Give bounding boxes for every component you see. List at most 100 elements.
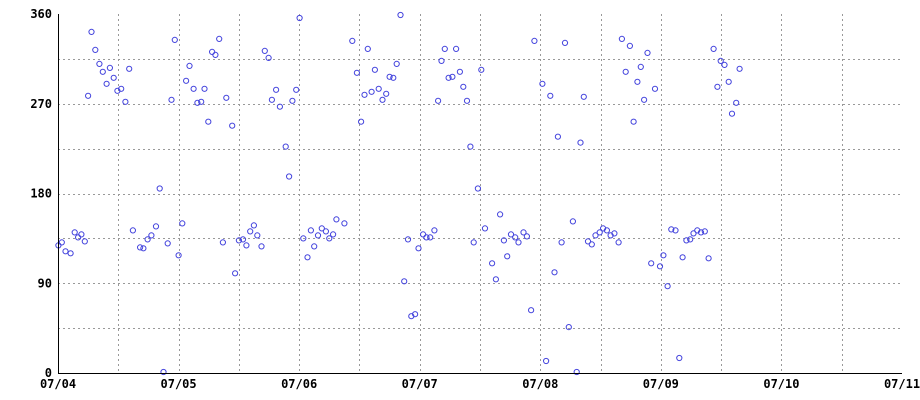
data-point: [333, 216, 340, 223]
data-point: [296, 14, 303, 22]
data-point: [497, 211, 504, 218]
x-tick-label: 07/09: [643, 377, 679, 391]
data-point: [588, 241, 595, 248]
data-point: [67, 250, 74, 257]
data-point: [492, 276, 499, 283]
data-point: [273, 86, 280, 93]
data-point: [212, 51, 219, 59]
data-point: [307, 227, 314, 234]
x-tick-label: 07/04: [40, 377, 76, 391]
data-point: [326, 235, 333, 242]
data-point: [415, 245, 422, 252]
data-point: [276, 103, 283, 110]
data-point: [232, 270, 239, 277]
data-point: [467, 143, 474, 150]
data-point: [322, 228, 329, 235]
x-tick-label: 07/11: [884, 377, 920, 391]
data-point: [626, 42, 634, 50]
data-point: [543, 357, 550, 365]
data-point: [88, 28, 95, 35]
data-point: [592, 232, 599, 239]
data-point: [717, 57, 724, 65]
data-point: [423, 234, 430, 241]
data-point: [507, 231, 515, 238]
data-point: [478, 66, 485, 73]
data-point: [683, 237, 690, 244]
data-point: [311, 243, 318, 250]
data-point: [456, 68, 463, 75]
y-tick-label: 360: [30, 7, 52, 21]
data-point: [243, 242, 250, 249]
data-point: [515, 239, 522, 246]
data-point: [330, 231, 337, 238]
data-point: [144, 236, 151, 243]
data-point: [630, 118, 637, 125]
data-point: [733, 99, 740, 106]
data-point: [679, 254, 686, 261]
data-point: [265, 54, 272, 62]
data-point: [156, 185, 163, 192]
data-point: [129, 227, 136, 234]
data-point: [714, 83, 721, 90]
data-point: [168, 96, 175, 103]
data-point: [358, 118, 365, 125]
data-point: [547, 92, 554, 99]
data-point: [183, 77, 190, 84]
data-point: [618, 35, 626, 43]
data-point: [611, 230, 618, 237]
data-point: [397, 11, 404, 19]
y-tick-label: 90: [38, 276, 52, 290]
data-point: [390, 74, 397, 81]
data-point: [431, 227, 438, 234]
data-point: [341, 220, 348, 227]
data-point: [656, 263, 664, 270]
data-point: [353, 69, 360, 76]
data-point: [512, 234, 519, 241]
data-point: [152, 223, 160, 230]
data-point: [596, 229, 603, 236]
data-point: [371, 66, 378, 73]
data-point: [565, 324, 572, 331]
data-point: [247, 228, 254, 235]
data-point: [580, 93, 587, 100]
data-point: [523, 233, 531, 240]
data-point: [705, 255, 712, 262]
data-point: [528, 307, 535, 314]
data-point: [672, 227, 679, 234]
data-point: [300, 235, 307, 242]
data-point: [554, 133, 562, 140]
data-point: [96, 60, 103, 68]
data-point: [697, 229, 705, 236]
data-point: [282, 143, 289, 150]
data-point: [318, 225, 325, 232]
data-point: [520, 229, 527, 236]
data-point: [404, 236, 412, 243]
data-point: [551, 269, 558, 276]
data-points: [55, 11, 743, 376]
axes: [58, 14, 902, 374]
data-point: [573, 368, 580, 376]
data-point: [92, 46, 99, 54]
data-point: [603, 227, 611, 234]
data-point: [175, 252, 182, 259]
data-point: [449, 73, 456, 80]
data-point: [58, 239, 65, 246]
data-point: [558, 239, 565, 246]
data-point: [460, 83, 467, 90]
data-point: [258, 243, 265, 250]
data-point: [106, 64, 114, 72]
data-point: [148, 232, 155, 239]
data-point: [383, 90, 390, 97]
data-point: [126, 65, 133, 72]
data-point: [137, 244, 144, 251]
tick-labels: 0 90 180 270 360 07/04 07/05 07/06 07/07 07/08 07/…: [30, 7, 920, 391]
data-point: [504, 253, 511, 260]
data-point: [364, 45, 371, 53]
data-point: [651, 85, 659, 92]
data-point: [254, 232, 261, 239]
data-point: [201, 85, 208, 92]
data-point: [438, 57, 445, 65]
data-point: [286, 173, 293, 180]
